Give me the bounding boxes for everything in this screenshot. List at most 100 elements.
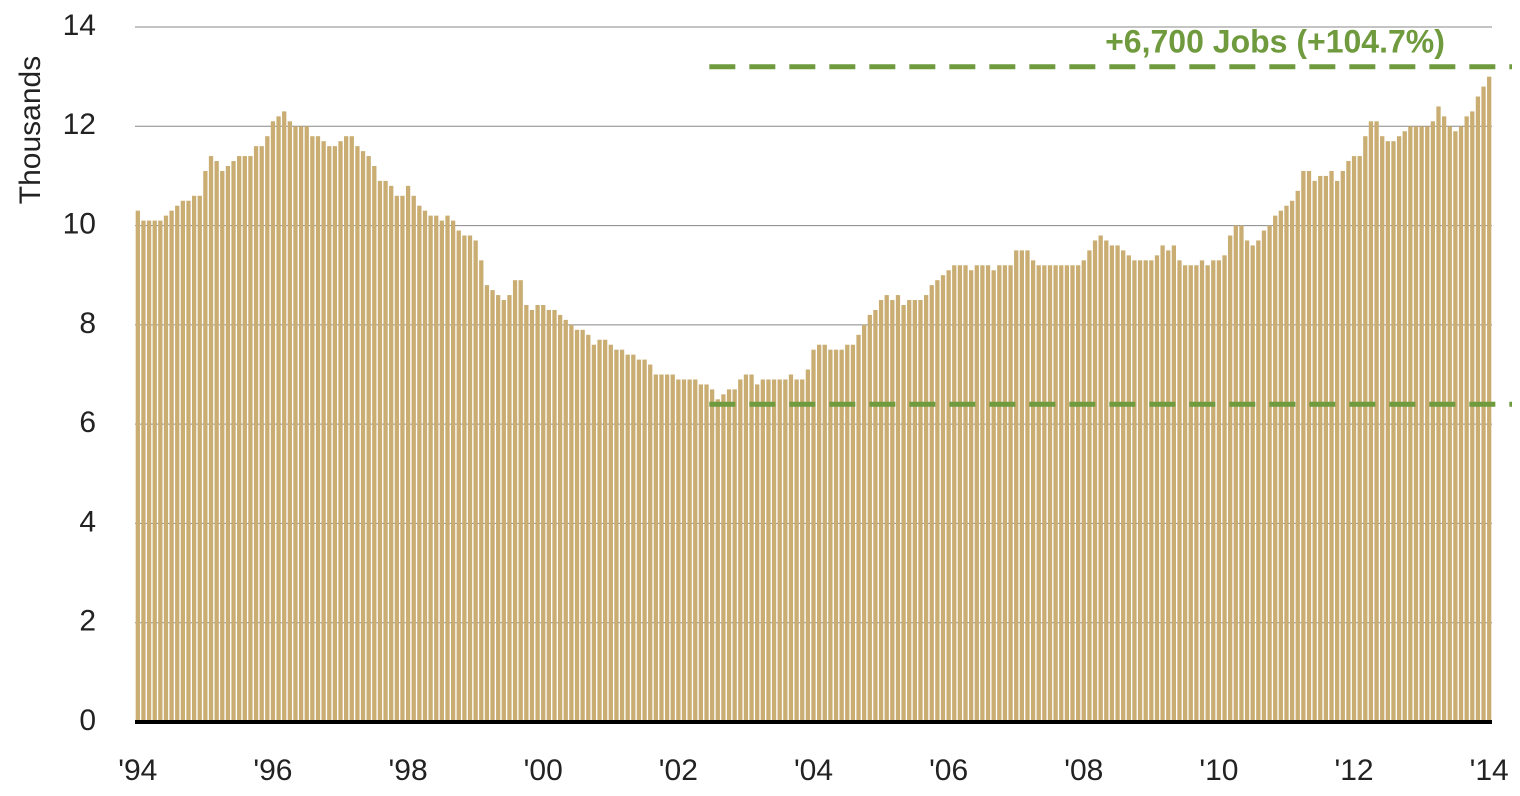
bar xyxy=(507,295,512,722)
bar xyxy=(642,359,647,722)
x-tick-label: '08 xyxy=(1064,754,1103,787)
y-tick-label: 8 xyxy=(79,307,96,340)
bar xyxy=(220,170,225,722)
bar xyxy=(535,305,540,722)
bar xyxy=(653,374,658,722)
y-tick-label: 14 xyxy=(63,9,96,42)
bar xyxy=(693,379,698,722)
bar xyxy=(1014,250,1019,722)
bar xyxy=(1323,175,1329,722)
bar xyxy=(1250,245,1255,722)
y-tick-label: 4 xyxy=(79,505,96,538)
bar xyxy=(664,374,670,722)
bar xyxy=(293,126,298,723)
bar xyxy=(1194,265,1199,722)
bar xyxy=(501,300,506,722)
bar xyxy=(389,185,394,722)
x-tick-label: '12 xyxy=(1334,754,1373,787)
bar xyxy=(1335,180,1340,723)
bar xyxy=(203,170,208,722)
bar xyxy=(1076,265,1081,722)
bar xyxy=(1239,225,1244,723)
bar xyxy=(974,265,979,722)
bar xyxy=(1374,121,1379,723)
bar xyxy=(952,265,957,722)
x-tick-label: '02 xyxy=(659,754,698,787)
bar xyxy=(1233,225,1238,723)
bar xyxy=(259,146,264,723)
x-tick-label: '04 xyxy=(794,754,833,787)
bar xyxy=(1487,76,1492,722)
bar xyxy=(400,195,405,723)
bar xyxy=(845,344,850,722)
bar xyxy=(1092,240,1098,722)
y-tick-label: 2 xyxy=(79,605,96,638)
bar xyxy=(265,136,270,722)
bar xyxy=(822,344,827,722)
y-axis-label: Thousands xyxy=(14,56,47,204)
bar xyxy=(1380,136,1385,722)
bar xyxy=(636,359,642,722)
bar xyxy=(366,156,371,723)
x-tick-label: '06 xyxy=(929,754,968,787)
bar xyxy=(991,270,996,722)
bar xyxy=(310,136,315,722)
bar xyxy=(777,379,782,722)
bar xyxy=(1396,136,1402,722)
bar xyxy=(282,111,287,722)
annotation: +6,700 Jobs (+104.7%) xyxy=(1105,23,1445,59)
bar xyxy=(1318,175,1323,722)
bar xyxy=(372,166,377,722)
bar xyxy=(1019,250,1024,722)
bar xyxy=(1109,245,1115,722)
bar xyxy=(1301,170,1306,722)
bar xyxy=(287,121,292,723)
y-tick-label: 6 xyxy=(79,406,96,439)
y-tick-label: 10 xyxy=(63,207,96,240)
bar xyxy=(439,220,445,722)
bar xyxy=(614,349,619,722)
bar xyxy=(603,339,608,722)
bar xyxy=(732,389,737,722)
bar xyxy=(1475,96,1481,722)
bar xyxy=(462,235,467,722)
bar xyxy=(304,126,309,723)
bar xyxy=(405,185,411,722)
bar xyxy=(569,324,574,722)
bar xyxy=(327,146,332,723)
bar xyxy=(186,200,191,722)
bar xyxy=(648,364,653,722)
bar xyxy=(208,156,214,723)
bar xyxy=(242,156,247,723)
bar xyxy=(687,379,692,722)
bar xyxy=(169,210,174,722)
bar xyxy=(1025,250,1030,722)
bar xyxy=(935,280,940,722)
bar xyxy=(422,210,428,722)
x-tick-label: '10 xyxy=(1199,754,1238,787)
bar xyxy=(1104,240,1109,722)
bar xyxy=(1244,240,1250,722)
bar xyxy=(907,300,912,722)
bar xyxy=(1205,265,1210,722)
bar xyxy=(270,121,276,723)
bar xyxy=(529,309,535,722)
bar xyxy=(749,374,754,722)
bar xyxy=(1177,260,1182,722)
bar xyxy=(681,379,687,722)
bar xyxy=(1166,250,1171,722)
bar xyxy=(1284,205,1289,722)
bar xyxy=(1436,106,1441,722)
bar xyxy=(175,205,180,722)
bar xyxy=(394,195,399,723)
bar xyxy=(890,300,895,722)
bar xyxy=(738,379,743,722)
bar xyxy=(512,280,518,722)
bar xyxy=(1188,265,1193,722)
bar xyxy=(721,394,726,722)
bar xyxy=(1267,225,1272,723)
bar xyxy=(704,384,709,722)
y-tick-label: 0 xyxy=(79,704,96,737)
bar xyxy=(1357,156,1362,723)
bar xyxy=(946,270,951,722)
